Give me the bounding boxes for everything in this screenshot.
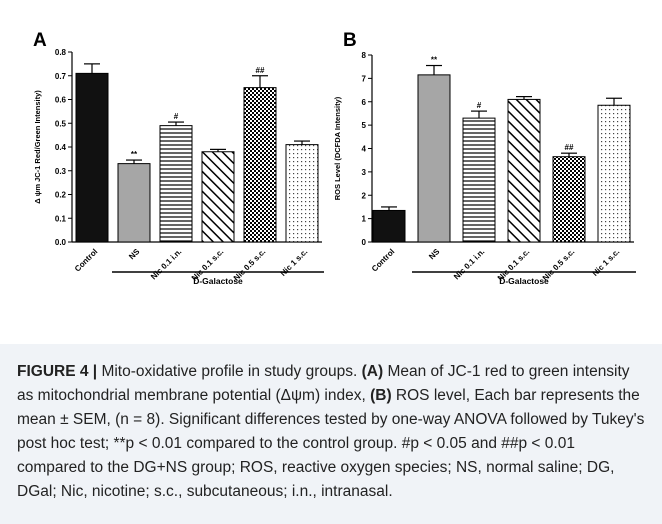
- bar: [285, 144, 319, 243]
- y-tick-label: 0.0: [55, 238, 67, 247]
- y-tick-label: 3: [362, 168, 367, 177]
- y-tick-label: 0.8: [55, 48, 67, 57]
- panel-label: A: [33, 30, 47, 51]
- bar: [117, 163, 151, 243]
- x-tick-label: NS: [427, 247, 442, 262]
- figure-caption: FIGURE 4 | Mito-oxidative profile in stu…: [17, 360, 647, 504]
- significance-label: **: [131, 150, 138, 159]
- bar: [372, 209, 406, 243]
- x-tick-label: NS: [127, 247, 142, 262]
- bar: [159, 125, 193, 243]
- group-label: D-Galactose: [193, 276, 243, 286]
- significance-label: ##: [565, 143, 574, 152]
- x-tick-label: Nic 0.1 i.n.: [149, 247, 183, 281]
- x-tick-label: Control: [73, 247, 99, 273]
- significance-label: ##: [256, 66, 265, 75]
- significance-label: #: [477, 101, 482, 110]
- y-tick-label: 0.6: [55, 96, 67, 105]
- significance-label: #: [174, 112, 179, 121]
- chart-panel-b: B 0 1 2 3 4 5 6 7 8 ROS Level (DCFDA Intensity) Con…: [333, 30, 636, 286]
- bar: [597, 104, 631, 243]
- figure-caption-box: FIGURE 4 | Mito-oxidative profile in stu…: [0, 344, 662, 524]
- bar: [417, 74, 451, 243]
- x-tick-label: Nic 1 s.c.: [279, 247, 310, 278]
- caption-sentence-3: ROS level, Each bar represents the mean …: [17, 387, 645, 500]
- y-tick-label: 4: [362, 145, 367, 154]
- y-tick-label: 0.3: [55, 167, 67, 176]
- caption-sentence-1: Mito-oxidative profile in study groups.: [101, 363, 362, 380]
- bar: [201, 151, 235, 243]
- y-tick-label: 8: [362, 51, 367, 60]
- bar: [507, 98, 541, 243]
- significance-label: **: [431, 56, 438, 65]
- caption-panel-a-ref: (A): [361, 363, 384, 380]
- y-tick-label: 6: [362, 98, 367, 107]
- y-tick-label: 0.4: [55, 143, 67, 152]
- y-tick-label: 7: [362, 74, 367, 83]
- bar: [75, 72, 109, 243]
- y-tick-label: 0.2: [55, 191, 67, 200]
- bar: [243, 87, 277, 243]
- chart-panel-a: A 0.0 0.1 0.2 0.3 0.4 0.5 0.6 0.7 0.8 Δ ψm JC-1 Re…: [33, 30, 324, 286]
- x-tick-label: Control: [370, 247, 396, 273]
- y-tick-label: 0.5: [55, 119, 67, 128]
- bar: [462, 117, 496, 243]
- caption-sentence-2: Mean of JC-1 red to green intensity as m…: [17, 363, 630, 404]
- bar: [552, 156, 586, 243]
- caption-panel-b-ref: (B): [370, 387, 392, 404]
- panel-label: B: [343, 30, 357, 51]
- y-tick-label: 0.7: [55, 72, 67, 81]
- x-tick-label: Nic 0.1 i.n.: [452, 247, 486, 281]
- y-axis-label: Δ ψm JC-1 Red/Green Intensity): [33, 90, 42, 204]
- y-tick-label: 0.1: [55, 214, 67, 223]
- charts-area: A 0.0 0.1 0.2 0.3 0.4 0.5 0.6 0.7 0.8 Δ ψm JC-1 Re…: [33, 30, 636, 286]
- group-label: D-Galactose: [499, 276, 549, 286]
- y-tick-label: 0: [362, 238, 367, 247]
- y-axis-label: ROS Level (DCFDA Intensity): [333, 96, 342, 200]
- y-tick-label: 1: [362, 215, 367, 224]
- y-tick-label: 5: [362, 121, 367, 130]
- caption-lead: FIGURE 4 |: [17, 363, 102, 380]
- y-tick-label: 2: [362, 191, 367, 200]
- x-tick-label: Nic 1 s.c.: [591, 247, 622, 278]
